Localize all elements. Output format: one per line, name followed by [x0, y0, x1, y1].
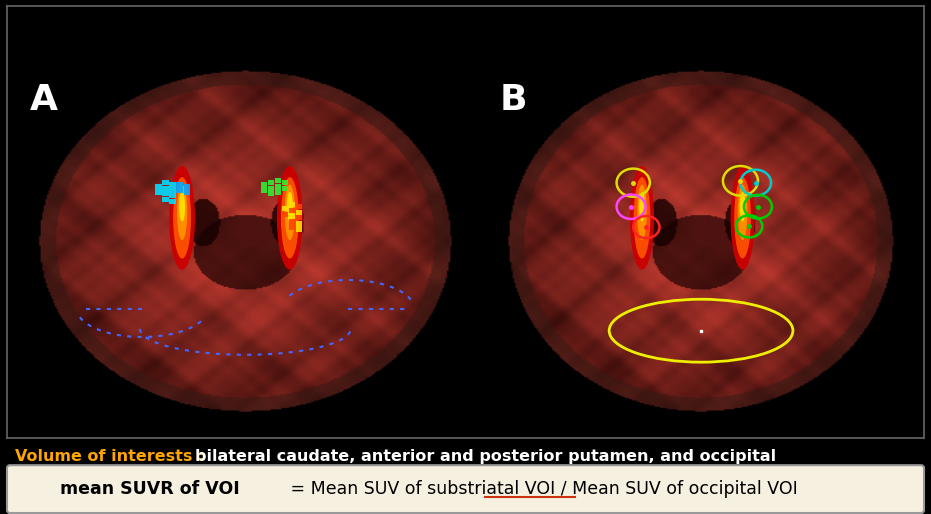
Bar	[289, 219, 295, 224]
Ellipse shape	[179, 192, 185, 222]
Bar	[296, 221, 303, 226]
Bar	[289, 225, 295, 230]
Text: bilateral caudate, anterior and posterior putamen, and occipital: bilateral caudate, anterior and posterio…	[195, 449, 776, 464]
Bar	[261, 182, 267, 187]
Ellipse shape	[285, 185, 295, 240]
Ellipse shape	[281, 177, 299, 259]
Bar	[169, 182, 176, 187]
Ellipse shape	[639, 192, 645, 222]
Bar	[268, 191, 275, 196]
Ellipse shape	[169, 166, 195, 270]
Bar	[155, 189, 162, 194]
Ellipse shape	[177, 185, 187, 240]
Bar	[162, 197, 169, 202]
Bar	[177, 182, 183, 187]
Bar	[289, 213, 295, 218]
Bar	[169, 198, 176, 204]
Bar	[162, 186, 169, 191]
Text: A: A	[30, 83, 58, 117]
Bar	[162, 191, 169, 196]
Bar	[282, 186, 289, 191]
Bar	[275, 189, 281, 194]
Ellipse shape	[173, 177, 191, 259]
Text: T1 MRI template based normalization (automatic): T1 MRI template based normalization (aut…	[63, 28, 427, 44]
Bar	[282, 180, 289, 185]
Bar	[289, 208, 295, 213]
Ellipse shape	[637, 185, 647, 240]
Ellipse shape	[634, 177, 650, 259]
Ellipse shape	[287, 192, 293, 222]
Ellipse shape	[731, 166, 755, 270]
Bar	[296, 226, 303, 231]
Bar	[296, 210, 303, 215]
Text: = Mean SUV of substriatal VOI / Mean SUV of occipital VOI: = Mean SUV of substriatal VOI / Mean SUV…	[285, 480, 798, 498]
Bar	[183, 184, 190, 189]
Bar	[268, 180, 275, 185]
Bar	[275, 184, 281, 189]
Bar	[261, 188, 267, 193]
Bar	[296, 204, 303, 209]
Bar	[268, 186, 275, 191]
Ellipse shape	[630, 166, 654, 270]
Bar	[169, 188, 176, 193]
Text: Fixed VOI (manual): Fixed VOI (manual)	[631, 28, 771, 44]
FancyBboxPatch shape	[7, 465, 924, 513]
Bar	[282, 206, 289, 211]
Ellipse shape	[737, 185, 748, 240]
Text: B: B	[500, 83, 527, 117]
Bar	[296, 215, 303, 221]
Bar	[183, 189, 190, 194]
Bar	[282, 212, 289, 217]
Bar	[155, 184, 162, 189]
Ellipse shape	[740, 192, 746, 222]
Bar	[275, 178, 281, 183]
Text: Volume of interests :: Volume of interests :	[15, 449, 210, 464]
Bar	[162, 180, 169, 185]
Ellipse shape	[277, 166, 303, 270]
Text: mean SUVR of VOI: mean SUVR of VOI	[60, 480, 240, 498]
Bar	[289, 203, 295, 208]
Bar	[177, 188, 183, 193]
Bar	[169, 193, 176, 198]
Ellipse shape	[735, 177, 751, 259]
